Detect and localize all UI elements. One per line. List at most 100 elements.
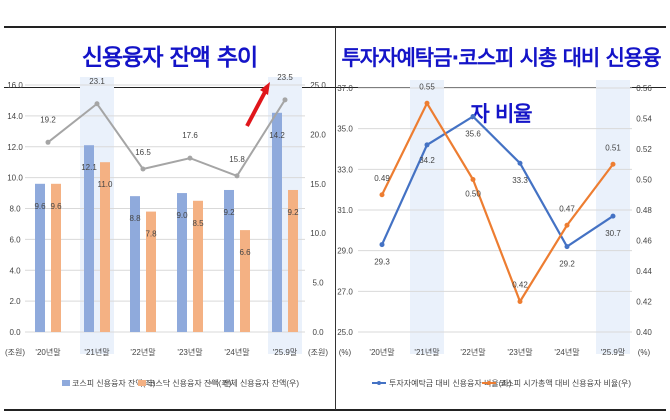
kosdaq-bar: [193, 200, 203, 332]
kospi-bar: [224, 189, 234, 332]
left-axis-tick: 35.0: [337, 125, 353, 134]
data-point: [564, 244, 570, 250]
line-data-label: 0.50: [465, 190, 481, 199]
bar-data-label: 9.6: [34, 202, 46, 211]
legend-swatch: [138, 380, 146, 386]
right-axis-tick: 15.0: [310, 180, 326, 189]
bar-data-label: 7.8: [145, 230, 157, 239]
kosdaq-bar: [100, 162, 110, 332]
left-axis-tick: 8.0: [9, 205, 21, 214]
right-axis-tick: 25.0: [310, 81, 326, 90]
total-point: [45, 139, 51, 145]
line-data-label: 34.2: [419, 156, 435, 165]
left-axis-tick: 14.0: [7, 112, 23, 121]
kosdaq-bar: [146, 211, 156, 332]
line-data-label: 29.3: [374, 258, 390, 267]
deposit-ratio-line: [380, 115, 614, 249]
right-axis-tick: 0.48: [636, 206, 652, 215]
x-axis-tick: '25.9말: [273, 348, 298, 357]
kosdaq-bar: [288, 189, 298, 332]
right-axis-unit: (조원): [308, 348, 328, 357]
data-point: [470, 177, 476, 182]
x-axis-tick: '24년말: [554, 347, 580, 357]
left-axis-tick: 37.0: [337, 84, 353, 93]
total-point: [234, 173, 240, 179]
line-data-label: 15.8: [229, 155, 245, 164]
bar-data-label: 9.0: [176, 211, 188, 220]
right-axis-tick: 0.0: [312, 328, 324, 337]
x-axis-tick: '23년말: [177, 347, 203, 357]
right-axis-tick: 5.0: [312, 279, 324, 288]
line-data-label: 0.42: [512, 281, 528, 290]
kospi-bar: [272, 112, 282, 332]
x-axis-tick: '25.9말: [601, 348, 626, 357]
line-data-label: 0.49: [374, 174, 390, 183]
data-point: [517, 160, 523, 166]
line-data-label: 19.2: [40, 115, 56, 124]
kosdaq-bar: [240, 230, 250, 332]
bar-data-label: 8.5: [192, 219, 204, 228]
left-axis-tick: 27.0: [337, 287, 353, 296]
x-axis-tick: '24년말: [224, 347, 250, 357]
line-data-label: 17.6: [182, 131, 198, 140]
right-axis-unit: (%): [638, 348, 651, 357]
left-axis-tick: 0.0: [9, 328, 21, 337]
legend-label: 코스닥 신용융자 잔액(좌): [148, 378, 232, 388]
x-axis-tick: '22년말: [130, 347, 156, 357]
x-axis-tick: '21년말: [84, 347, 110, 357]
data-point: [517, 299, 523, 304]
right-axis-tick: 10.0: [310, 229, 326, 238]
kospi-bar: [130, 196, 140, 332]
line-data-label: 23.5: [277, 73, 293, 82]
data-point: [424, 142, 430, 148]
legend-label: 전체 신용융자 잔액(우): [223, 378, 299, 388]
bottom-border: [4, 409, 666, 411]
data-point: [379, 192, 385, 198]
left-axis-tick: 29.0: [337, 247, 353, 256]
left-axis-tick: 2.0: [9, 297, 21, 306]
legend-label: 투자자예탁금 대비 신용융자 비율(좌): [389, 378, 512, 388]
right-chart-title: 투자자예탁금·코스피 시총 대비 신용융자 비율: [341, 46, 661, 126]
line-data-label: 0.51: [605, 143, 621, 152]
right-axis-tick: 0.44: [636, 267, 652, 276]
left-axis-tick: 31.0: [337, 206, 353, 215]
data-point: [564, 222, 570, 228]
right-axis-tick: 0.50: [636, 176, 652, 185]
bar-data-label: 9.6: [50, 202, 62, 211]
bar-data-label: 12.1: [81, 163, 97, 172]
line-data-label: 16.5: [135, 148, 151, 157]
left-chart-title: 신용융자 잔액 추이: [81, 45, 258, 71]
left-axis-unit: (%): [339, 348, 352, 357]
red-arrow-shaft: [245, 91, 267, 127]
left-axis-tick: 12.0: [7, 143, 23, 152]
bar-data-label: 9.2: [223, 208, 235, 217]
right-axis-tick: 0.56: [636, 84, 652, 93]
legend-swatch-marker: [487, 381, 491, 385]
left-axis-tick: 16.0: [7, 81, 23, 90]
kospi-bar: [84, 145, 94, 332]
kospi-bar: [177, 193, 187, 332]
line-data-label: 23.1: [89, 77, 105, 86]
left-axis-tick: 10.0: [7, 174, 23, 183]
x-axis-tick: '23년말: [507, 347, 533, 357]
total-line: [47, 99, 286, 178]
bar-data-label: 9.2: [287, 208, 299, 217]
data-point: [470, 113, 476, 119]
right-axis-tick: 0.54: [636, 115, 652, 124]
x-axis-tick: '21년말: [414, 347, 440, 357]
bar-data-label: 8.8: [129, 214, 141, 223]
column-divider: [335, 27, 336, 410]
right-axis-tick: 0.40: [636, 328, 652, 337]
total-point: [187, 155, 193, 161]
line-data-label: 0.47: [559, 204, 575, 213]
x-axis-tick: '22년말: [460, 347, 486, 357]
legend-swatch-marker: [212, 381, 216, 385]
left-axis-tick: 33.0: [337, 165, 353, 174]
red-arrow-head: [260, 82, 270, 95]
right-axis-tick: 20.0: [310, 130, 326, 139]
total-point: [94, 101, 100, 107]
line-data-label: 29.2: [559, 260, 575, 269]
right-axis-tick: 0.46: [636, 237, 652, 246]
left-axis-unit: (조원): [5, 348, 25, 357]
